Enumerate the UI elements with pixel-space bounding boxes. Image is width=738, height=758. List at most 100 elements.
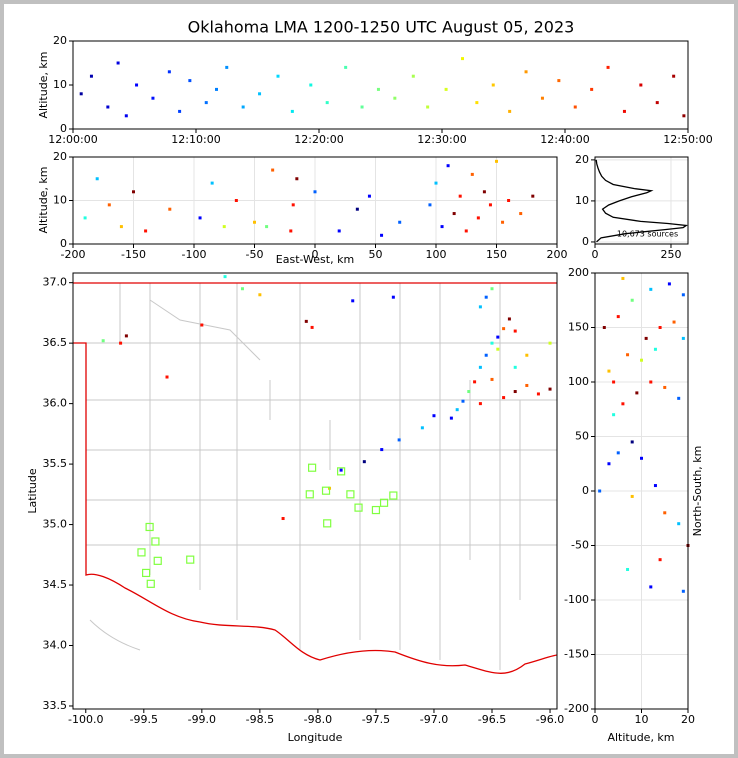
station xyxy=(321,486,331,495)
source-point xyxy=(464,229,468,233)
source-point xyxy=(291,203,295,207)
station xyxy=(145,522,154,532)
source-point xyxy=(116,61,120,65)
source-point xyxy=(540,96,544,100)
x-tick-label: 0 xyxy=(592,713,599,726)
source-point xyxy=(626,353,630,357)
source-point xyxy=(525,383,529,387)
source-point xyxy=(362,460,366,464)
source-point xyxy=(478,305,482,309)
source-point xyxy=(621,276,625,280)
county-lines xyxy=(86,283,557,670)
station xyxy=(186,555,195,564)
x-tick-label: 200 xyxy=(547,248,568,261)
x-axis-label: Longitude xyxy=(288,731,343,744)
station xyxy=(137,548,146,557)
source-point xyxy=(502,396,506,400)
source-point xyxy=(640,456,643,460)
source-point xyxy=(258,293,262,297)
source-point xyxy=(434,181,438,185)
station xyxy=(379,498,389,507)
x-axis-label: Altitude, km xyxy=(607,731,674,744)
source-point xyxy=(444,87,448,91)
y-tick-label: 150 xyxy=(568,321,589,334)
x-tick-label: -100.0 xyxy=(68,713,103,726)
plot-frame xyxy=(72,156,558,245)
y-tick-label: 100 xyxy=(568,375,589,388)
source-point xyxy=(258,92,262,96)
source-point xyxy=(640,358,643,362)
source-point xyxy=(478,365,482,369)
source-point xyxy=(225,65,229,69)
source-point xyxy=(677,396,681,400)
source-point xyxy=(639,83,643,87)
source-point xyxy=(398,220,402,224)
source-point xyxy=(411,74,415,78)
y-tick-label: 33.5 xyxy=(43,699,68,712)
source-point xyxy=(79,92,83,96)
station xyxy=(346,490,355,499)
histogram-line xyxy=(595,159,689,243)
x-tick-label: -50 xyxy=(246,248,264,261)
source-point xyxy=(672,74,676,78)
source-point xyxy=(635,391,639,395)
source-point xyxy=(607,369,611,373)
y-tick-label: 0 xyxy=(582,235,589,248)
source-point xyxy=(124,334,128,338)
source-point xyxy=(458,194,462,198)
source-point xyxy=(616,315,620,319)
source-point xyxy=(482,190,486,194)
source-point xyxy=(188,79,192,83)
source-point xyxy=(391,295,395,299)
source-point xyxy=(658,558,662,562)
plot-background xyxy=(73,41,688,129)
source-point xyxy=(590,87,594,91)
plot-background xyxy=(73,273,557,709)
source-point xyxy=(446,164,450,168)
y-tick-label: 200 xyxy=(568,266,589,279)
x-tick-label: 12:10:00 xyxy=(171,133,220,146)
source-point xyxy=(649,380,653,384)
x-tick-label: 12:40:00 xyxy=(540,133,589,146)
source-point xyxy=(496,347,500,351)
source-point xyxy=(144,229,148,233)
source-point xyxy=(432,414,436,418)
source-point xyxy=(616,451,620,455)
source-point xyxy=(167,70,171,74)
chart-title: Oklahoma LMA 1200-1250 UTC August 05, 20… xyxy=(188,18,575,37)
source-point xyxy=(337,229,341,233)
source-point xyxy=(234,199,238,202)
plot-frame xyxy=(594,272,689,710)
source-point xyxy=(376,87,380,91)
y-tick-label: 50 xyxy=(575,430,589,443)
source-point xyxy=(178,109,182,113)
source-point xyxy=(265,225,269,229)
y-tick-label: 37.0 xyxy=(43,276,68,289)
x-tick-label: 12:50:00 xyxy=(663,133,712,146)
source-point xyxy=(461,57,464,61)
source-point xyxy=(467,390,471,394)
source-point xyxy=(602,326,606,329)
source-point xyxy=(622,109,626,113)
station xyxy=(146,579,155,588)
source-point xyxy=(473,380,477,384)
source-point xyxy=(490,287,494,291)
station xyxy=(389,491,398,500)
x-tick-label: -99.5 xyxy=(130,713,158,726)
y-tick-label: 34.0 xyxy=(43,639,68,652)
source-point xyxy=(449,416,453,420)
source-point xyxy=(240,287,244,291)
annotation: 10,673 sources xyxy=(617,230,678,239)
source-point xyxy=(367,194,371,198)
source-point xyxy=(502,327,506,331)
x-tick-label: 0 xyxy=(312,248,319,261)
source-point xyxy=(151,96,155,100)
x-tick-label: 250 xyxy=(660,248,681,261)
source-point xyxy=(204,101,208,105)
y-tick-label: 34.5 xyxy=(43,578,68,591)
x-tick-label: 0 xyxy=(592,248,599,261)
source-point xyxy=(223,275,227,279)
y-tick-label: 20 xyxy=(575,153,589,166)
x-tick-label: 150 xyxy=(486,248,507,261)
